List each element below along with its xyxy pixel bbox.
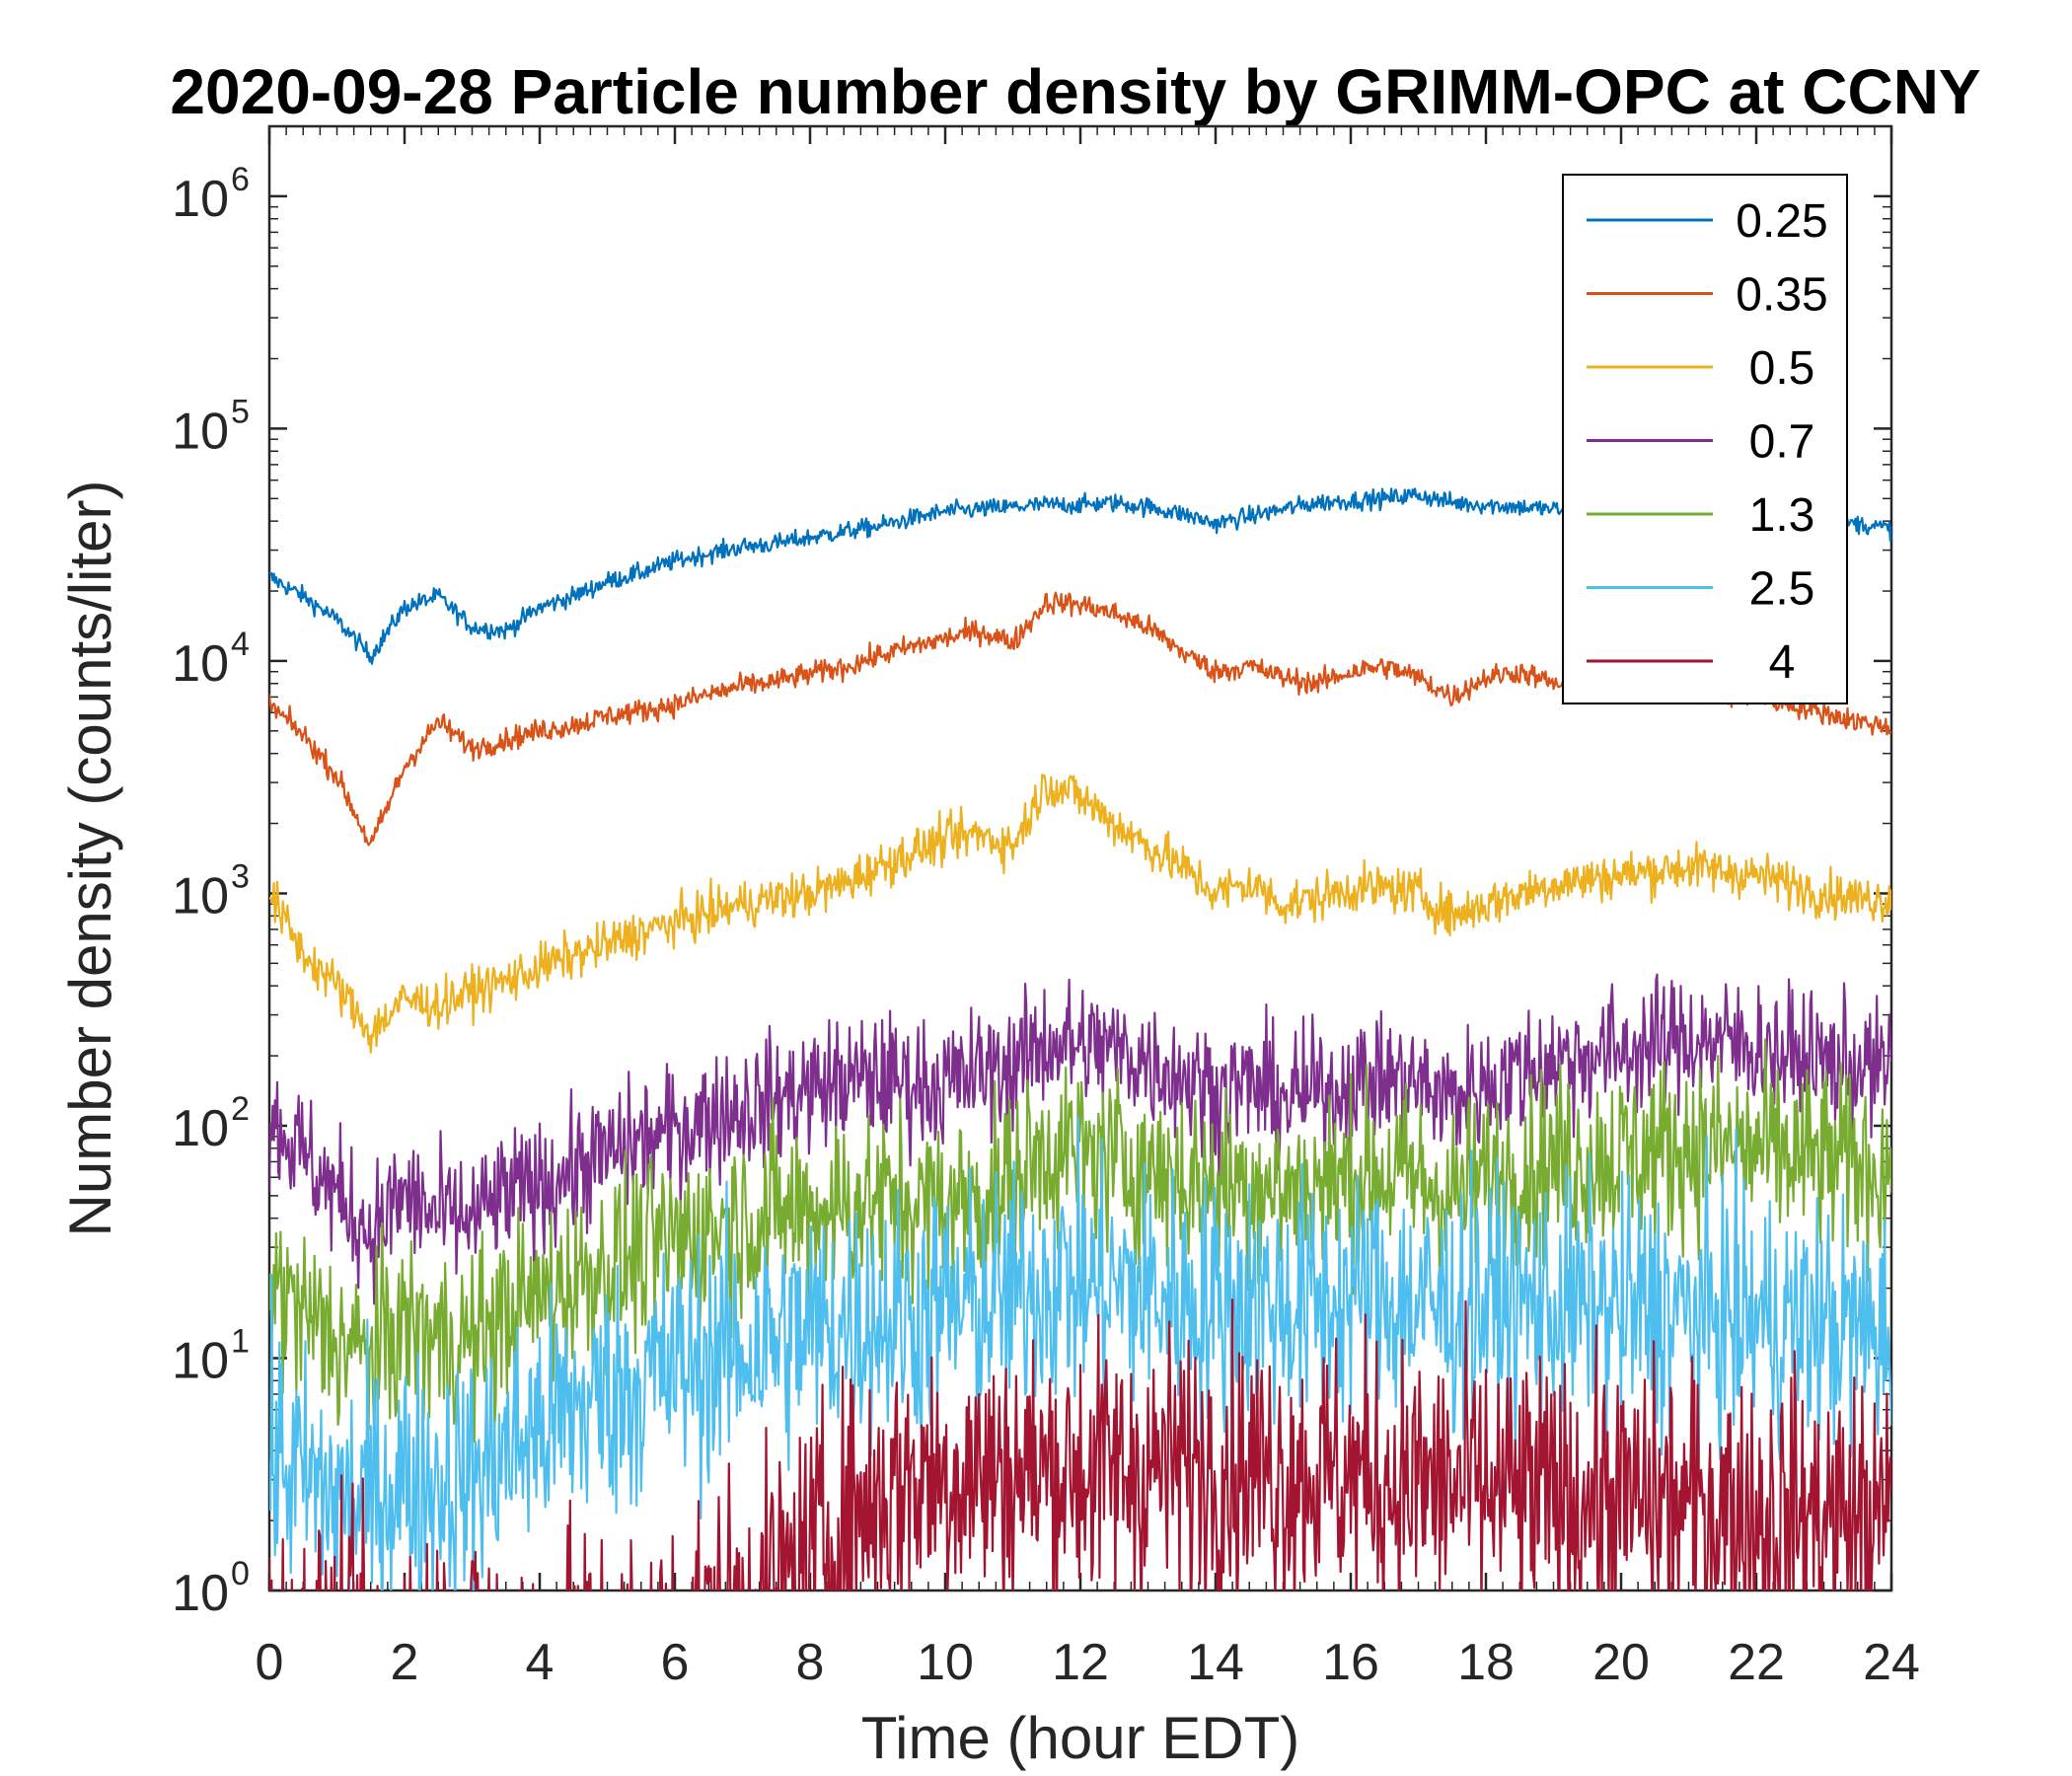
x-tick-label: 4	[526, 1634, 555, 1691]
x-tick-label: 18	[1457, 1634, 1515, 1691]
x-tick-label: 6	[661, 1634, 690, 1691]
y-tick-label: 10	[172, 171, 229, 228]
legend-label: 0.7	[1749, 416, 1815, 469]
series-line-1.3	[269, 1038, 1891, 1443]
legend-label: 2.5	[1749, 563, 1815, 616]
legend-label: 0.25	[1736, 195, 1827, 248]
y-tick-exponent: 1	[231, 1322, 250, 1360]
x-tick-label: 24	[1863, 1634, 1920, 1691]
legend-label: 4	[1769, 636, 1796, 689]
y-tick-label: 10	[172, 1332, 229, 1389]
legend-label: 1.3	[1749, 489, 1815, 542]
x-tick-label: 0	[256, 1634, 284, 1691]
chart-title: 2020-09-28 Particle number density by GR…	[170, 56, 1980, 127]
y-tick-exponent: 2	[231, 1090, 250, 1128]
y-tick-exponent: 4	[231, 626, 250, 663]
y-tick-exponent: 6	[231, 161, 250, 198]
x-tick-label: 20	[1592, 1634, 1650, 1691]
x-tick-label: 16	[1322, 1634, 1379, 1691]
x-tick-label: 10	[917, 1634, 974, 1691]
x-tick-label: 22	[1728, 1634, 1785, 1691]
x-tick-label: 2	[391, 1634, 419, 1691]
series-line-0.5	[269, 774, 1891, 1054]
y-tick-exponent: 3	[231, 857, 250, 895]
x-axis-label: Time (hour EDT)	[861, 1705, 1300, 1771]
legend: 0.25 0.35 0.5 0.7 1.3 2.5 4	[1562, 174, 1848, 704]
y-tick-label: 10	[172, 1565, 229, 1622]
y-tick-exponent: 0	[231, 1555, 250, 1592]
y-axis-label: Number density (counts/liter)	[57, 481, 123, 1237]
y-tick-label: 10	[172, 867, 229, 925]
legend-label: 0.5	[1749, 342, 1815, 395]
y-tick-exponent: 5	[231, 393, 250, 430]
x-tick-label: 8	[796, 1634, 825, 1691]
y-tick-label: 10	[172, 403, 229, 460]
x-tick-label: 14	[1187, 1634, 1244, 1691]
y-tick-label: 10	[172, 1100, 229, 1157]
series-line-0.7	[269, 973, 1891, 1305]
series-line-4	[269, 1298, 1891, 1591]
y-tick-label: 10	[172, 635, 229, 693]
legend-label: 0.35	[1736, 269, 1827, 322]
x-tick-label: 12	[1052, 1634, 1109, 1691]
x-tick-labels: 0 2 4 6 8 10 12 14 16 18 20 22 24	[256, 1634, 1920, 1691]
